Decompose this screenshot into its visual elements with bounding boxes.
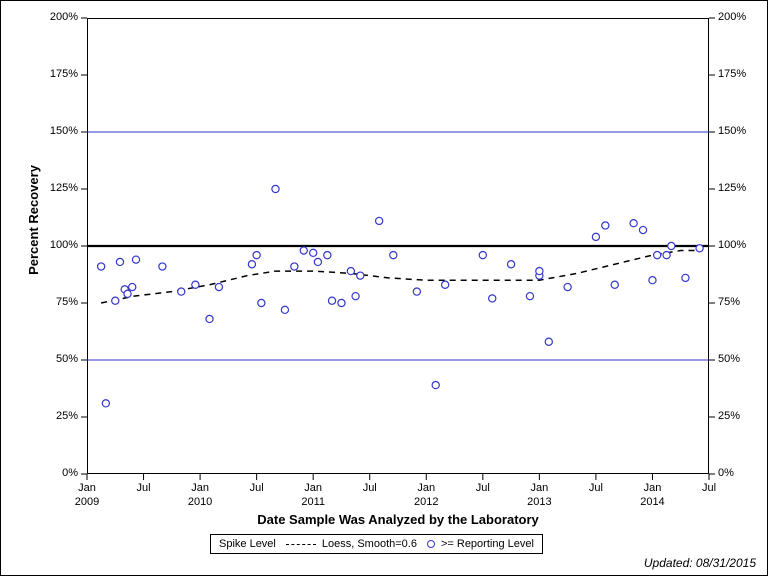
x-tick-label-month: Jan	[188, 482, 212, 494]
data-point	[668, 242, 675, 249]
data-point	[102, 400, 109, 407]
data-point	[328, 297, 335, 304]
data-point	[442, 281, 449, 288]
data-point	[357, 272, 364, 279]
data-point	[116, 258, 123, 265]
data-point	[611, 281, 618, 288]
legend-item-reporting: >= Reporting Level	[427, 538, 534, 550]
y-tick-label-left: 200%	[50, 11, 78, 23]
data-point	[206, 315, 213, 322]
data-point	[132, 256, 139, 263]
data-point	[253, 252, 260, 259]
data-point	[592, 233, 599, 240]
data-point	[479, 252, 486, 259]
data-point	[602, 222, 609, 229]
y-tick-label-left: 150%	[50, 125, 78, 137]
x-tick-label-month: Jan	[414, 482, 438, 494]
data-point	[545, 338, 552, 345]
y-tick-label-left: 50%	[56, 353, 78, 365]
legend: Spike Level Loess, Smooth=0.6 >= Reporti…	[210, 534, 543, 554]
y-tick-label-left: 25%	[56, 410, 78, 422]
legend-item-loess: Loess, Smooth=0.6	[286, 538, 417, 550]
x-tick-label-month: Jul	[697, 482, 721, 494]
y-tick-label-left: 0%	[62, 467, 78, 479]
footer-updated: Updated: 08/31/2015	[644, 556, 756, 570]
y-tick-label-right: 125%	[718, 182, 746, 194]
data-point	[696, 245, 703, 252]
x-tick-label-month: Jul	[132, 482, 156, 494]
x-tick-label-year: 2009	[71, 496, 103, 508]
legend-loess-label: Loess, Smooth=0.6	[322, 538, 417, 550]
data-point	[649, 277, 656, 284]
data-point	[124, 290, 131, 297]
data-point	[536, 267, 543, 274]
x-tick-label-month: Jan	[301, 482, 325, 494]
legend-reporting-label: >= Reporting Level	[441, 538, 534, 550]
y-tick-label-right: 175%	[718, 68, 746, 80]
data-point	[281, 306, 288, 313]
loess-curve	[101, 251, 699, 303]
data-point	[413, 288, 420, 295]
data-point	[98, 263, 105, 270]
x-tick-label-month: Jul	[584, 482, 608, 494]
y-tick-label-left: 125%	[50, 182, 78, 194]
data-point	[489, 295, 496, 302]
legend-title: Spike Level	[219, 538, 276, 550]
y-tick-label-left: 75%	[56, 296, 78, 308]
x-tick-label-year: 2012	[410, 496, 442, 508]
x-tick-label-month: Jul	[245, 482, 269, 494]
data-point	[291, 263, 298, 270]
x-tick-label-month: Jan	[527, 482, 551, 494]
data-point	[390, 252, 397, 259]
data-point	[129, 283, 136, 290]
data-point	[314, 258, 321, 265]
y-tick-label-right: 25%	[718, 410, 740, 422]
data-point	[258, 299, 265, 306]
x-tick-label-year: 2010	[184, 496, 216, 508]
data-point	[630, 220, 637, 227]
data-point	[310, 249, 317, 256]
data-point	[300, 247, 307, 254]
data-point	[159, 263, 166, 270]
data-point	[112, 297, 119, 304]
y-tick-label-left: 100%	[50, 239, 78, 251]
data-point	[682, 274, 689, 281]
data-point	[663, 252, 670, 259]
data-point	[192, 281, 199, 288]
data-point	[178, 288, 185, 295]
y-tick-label-right: 75%	[718, 296, 740, 308]
y-tick-label-left: 175%	[50, 68, 78, 80]
legend-dashed-icon	[286, 544, 316, 545]
data-point	[324, 252, 331, 259]
data-point	[654, 252, 661, 259]
x-tick-label-year: 2011	[297, 496, 329, 508]
y-tick-label-right: 150%	[718, 125, 746, 137]
legend-marker-icon	[427, 540, 435, 548]
x-tick-label-month: Jul	[358, 482, 382, 494]
y-tick-label-right: 200%	[718, 11, 746, 23]
data-point	[432, 381, 439, 388]
data-point	[564, 283, 571, 290]
y-tick-label-right: 0%	[718, 467, 734, 479]
data-point	[376, 217, 383, 224]
data-point	[507, 261, 514, 268]
data-point	[338, 299, 345, 306]
x-tick-label-year: 2013	[523, 496, 555, 508]
x-tick-label-month: Jan	[640, 482, 664, 494]
y-tick-label-right: 50%	[718, 353, 740, 365]
x-tick-label-year: 2014	[636, 496, 668, 508]
data-point	[272, 185, 279, 192]
x-tick-label-month: Jul	[471, 482, 495, 494]
data-point	[215, 283, 222, 290]
data-point	[639, 226, 646, 233]
data-point	[248, 261, 255, 268]
data-point	[526, 293, 533, 300]
y-tick-label-right: 100%	[718, 239, 746, 251]
data-point	[347, 267, 354, 274]
x-tick-label-month: Jan	[75, 482, 99, 494]
data-point	[352, 293, 359, 300]
